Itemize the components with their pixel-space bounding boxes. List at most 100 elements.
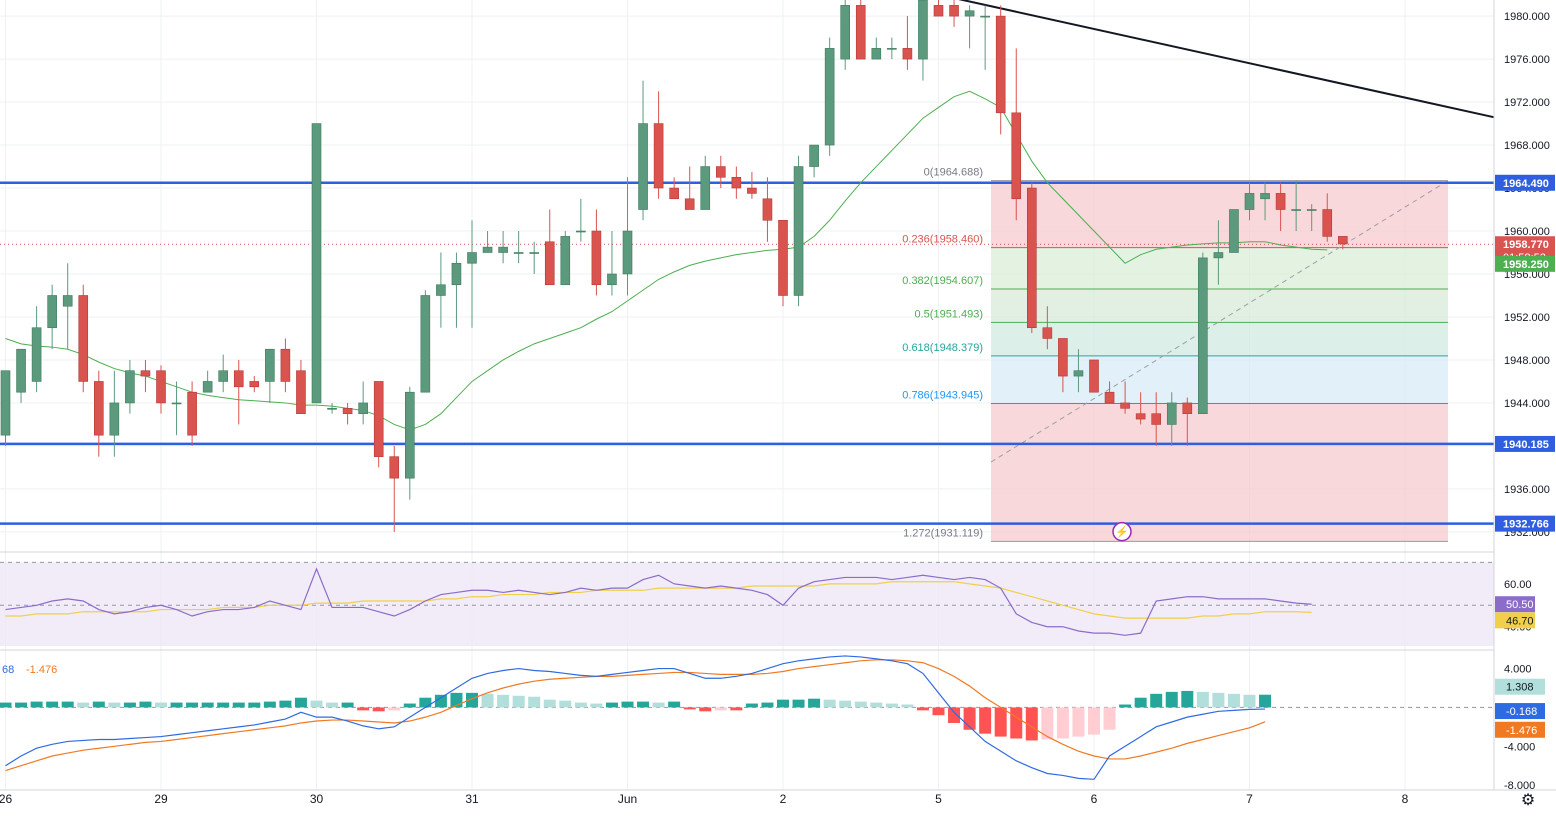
macd-histogram-bar (621, 701, 634, 708)
candle-body (824, 48, 835, 146)
macd-histogram-bar (901, 704, 914, 708)
macd-histogram-bar (745, 703, 758, 708)
macd-histogram-bar (1243, 694, 1256, 708)
chart-settings-icon[interactable]: ⚙ (1520, 792, 1536, 809)
candlestick-series (0, 0, 1348, 532)
lightning-icon-glyph: ⚡ (1115, 526, 1129, 539)
time-axis-bg (0, 790, 1494, 816)
candle-body (1120, 402, 1130, 409)
macd-badge (1495, 703, 1545, 720)
candle-body (1151, 413, 1161, 425)
candle-body (513, 252, 524, 254)
macd-legend-value: -1.476 (26, 664, 57, 676)
candle-body (1198, 257, 1208, 414)
macd-histogram-bar (1134, 697, 1147, 708)
fib-label: 0.5(1951.493) (915, 308, 984, 320)
time-tick-label: 6 (1091, 792, 1098, 806)
candle-body (669, 187, 679, 200)
candle-body (871, 48, 882, 60)
fib-label: 0.618(1948.379) (902, 342, 983, 354)
ema-line (5, 90, 1328, 431)
time-tick-label: 5 (935, 792, 942, 806)
macd-histogram-bar (761, 702, 774, 708)
candle-body (482, 246, 493, 253)
price-badge (1495, 435, 1555, 452)
macd-histogram-bar (823, 699, 836, 708)
candle-body (1260, 193, 1270, 200)
candle-body (389, 456, 400, 479)
candle-body (1322, 209, 1333, 237)
fibonacci-labels: 0(1964.688) 0.236(1958.460) 0.382(1954.607… (902, 167, 983, 540)
fib-label: 0.786(1943.945) (902, 390, 983, 402)
price-badge-label: 1964.490 (1503, 178, 1549, 190)
macd-histogram-bar (668, 701, 681, 708)
macd-histogram-bar (590, 703, 603, 708)
rsi-line (5, 567, 1312, 636)
price-badge-label: 1940.185 (1503, 439, 1549, 451)
candle-body (249, 381, 260, 388)
macd-histogram-bar (839, 700, 852, 708)
fib-zone-band (991, 180, 1448, 248)
macd-histogram-bar (699, 707, 712, 712)
rsi-badge-label: 50.50 (1506, 599, 1534, 611)
macd-histogram-bar (310, 700, 323, 708)
candle-body (0, 370, 11, 436)
candle-body (700, 166, 711, 210)
macd-histogram-bar (870, 702, 883, 708)
candle-body (1135, 413, 1146, 420)
rsi-badge-label: 46.70 (1506, 615, 1534, 627)
fibonacci-retracement[interactable] (0, 180, 1494, 542)
macd-histogram-bar (466, 692, 478, 708)
candle-body (902, 48, 913, 60)
macd-histogram-bar (1103, 707, 1116, 730)
price-tick-label: 1960.000 (1504, 226, 1550, 238)
candle-body (125, 370, 135, 404)
macd-histogram-bar (1150, 693, 1163, 708)
candle-body (1275, 193, 1286, 210)
macd-histogram-bar (1072, 707, 1085, 737)
candle-body (1291, 209, 1301, 211)
candle-body (1027, 187, 1037, 329)
candle-body (1229, 209, 1239, 253)
candle-body (1073, 370, 1084, 377)
price-badge-label: 1958.770 (1503, 239, 1549, 251)
candle-body (327, 408, 337, 410)
macd-histogram-bar (1196, 691, 1209, 708)
macd-histogram-bar (481, 693, 494, 708)
candle-body (980, 15, 990, 18)
candle-body (498, 246, 508, 253)
candle-body (373, 381, 384, 457)
trendline[interactable] (939, 0, 1499, 120)
macd-histogram-bar (419, 697, 432, 708)
macd-histogram-bar (637, 701, 650, 708)
macd-histogram-bar (232, 702, 245, 708)
price-tick-label: 1936.000 (1504, 484, 1550, 496)
macd-histogram-bar (1010, 707, 1023, 739)
time-tick-label: Jun (618, 792, 637, 806)
price-tick-label: 1972.000 (1504, 97, 1550, 109)
macd-histogram-bar (808, 698, 821, 708)
horizontal-levels[interactable]: ⚡ (0, 181, 1494, 542)
candle-body (1089, 359, 1099, 393)
macd-histogram-bar (61, 701, 74, 708)
candle-body (638, 123, 648, 210)
candle-body (607, 273, 617, 286)
candle-body (840, 5, 851, 60)
candle-body (731, 176, 742, 189)
macd-histogram-bar (263, 701, 276, 708)
candle-body (747, 187, 757, 194)
candle-body (109, 402, 120, 436)
candle-body (1213, 252, 1224, 259)
macd-histogram-bar (388, 707, 401, 711)
macd-histogram-bar (372, 707, 385, 712)
candle-body (62, 295, 73, 307)
candle-body (451, 262, 462, 286)
macd-histogram-bar (1041, 707, 1054, 740)
macd-histogram-bar (543, 699, 556, 708)
candle-body (265, 348, 275, 382)
candle-body (793, 166, 804, 296)
price-tick-label: 1976.000 (1504, 54, 1550, 66)
macd-legend-value: 68 (2, 664, 14, 676)
candle-body (1011, 112, 1022, 200)
